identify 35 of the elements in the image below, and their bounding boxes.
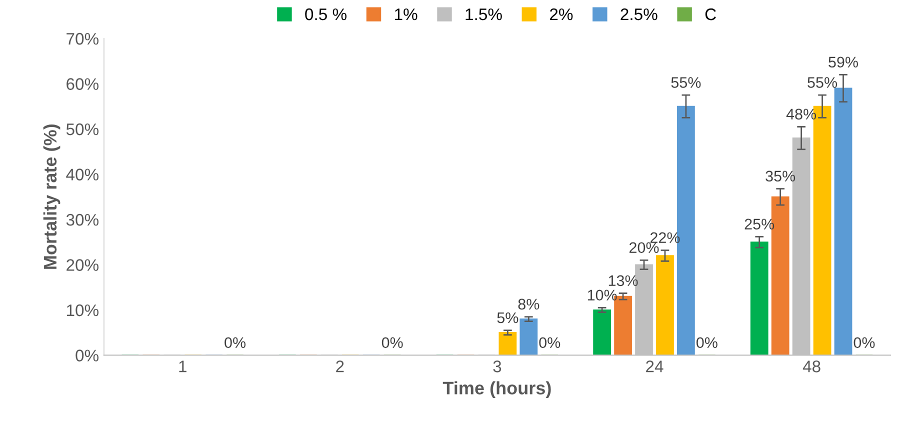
y-tick-label: 40% <box>66 168 99 180</box>
y-axis-title: Mortality rate (%) <box>43 124 60 269</box>
legend-label: 1% <box>395 8 418 20</box>
y-tick-label: 10% <box>67 304 99 316</box>
data-label: 0% <box>539 337 560 348</box>
y-tick-label: 0% <box>76 350 99 362</box>
data-label: 8% <box>518 298 540 310</box>
y-tick-label: 70% <box>66 32 99 45</box>
legend-label: 2.5% <box>620 8 658 20</box>
y-tick-label: 60% <box>66 78 99 90</box>
x-tick-label: 48 <box>802 360 820 372</box>
y-tick-label: 50% <box>66 123 99 136</box>
legend-label: 1.5% <box>466 8 502 20</box>
x-tick-label: 2 <box>336 360 344 372</box>
legend-label: 2% <box>550 8 573 20</box>
legend-label: 0.5 % <box>305 8 346 20</box>
data-label: 0% <box>696 337 718 348</box>
y-tick-label: 20% <box>66 259 99 271</box>
data-label: 59% <box>828 56 858 68</box>
data-label: 0% <box>224 337 246 348</box>
x-tick-label: 3 <box>493 360 502 372</box>
data-label: 35% <box>766 170 796 182</box>
data-label: 55% <box>671 77 701 88</box>
data-label: 0% <box>382 337 403 348</box>
data-label: 10% <box>588 290 617 301</box>
data-label: 20% <box>629 242 659 254</box>
data-label: 5% <box>497 312 518 324</box>
data-label: 55% <box>808 77 838 88</box>
legend-label: C <box>705 8 716 20</box>
y-tick-label: 30% <box>66 214 99 226</box>
x-tick-label: 24 <box>646 360 664 372</box>
x-axis-title: Time (hours) <box>442 381 551 398</box>
data-label: 13% <box>608 275 638 286</box>
data-label: 0% <box>854 337 875 348</box>
x-tick-label: 1 <box>179 360 186 372</box>
